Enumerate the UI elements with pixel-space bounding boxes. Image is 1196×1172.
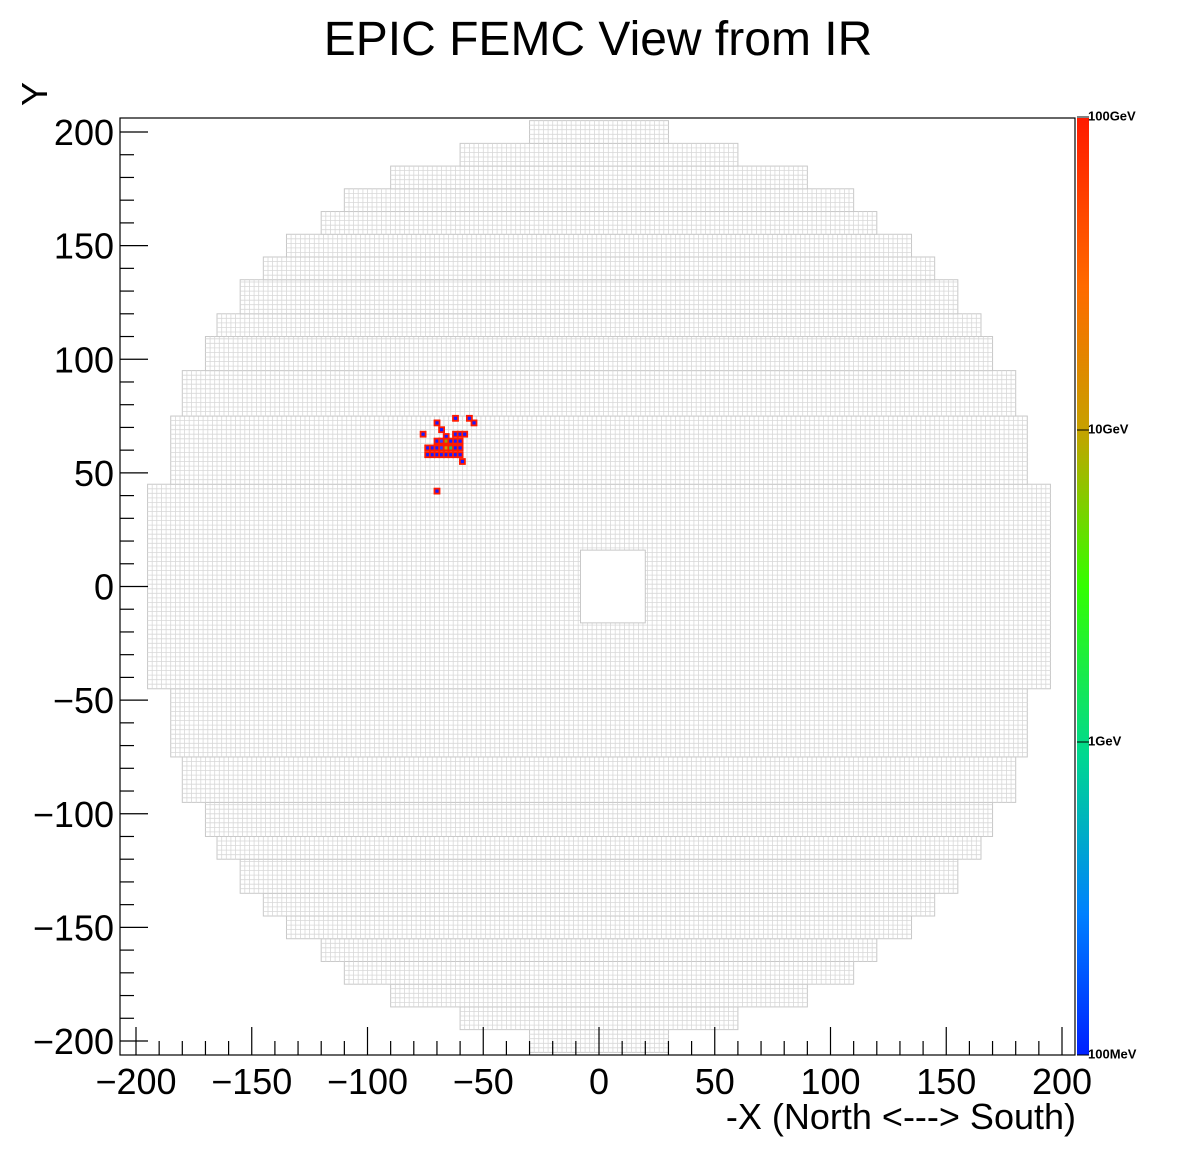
hit-cell [440,428,444,432]
detector-band [390,165,808,190]
beam-hole [579,549,646,624]
hit-cell [444,439,448,443]
hit-cell [435,421,439,425]
hit-cell [458,453,462,457]
hit-cell [472,421,476,425]
hit-cell [426,453,430,457]
x-axis-label: -X (North <---> South) [725,1096,1076,1137]
colorbar-labels: 100GeV 10GeV 1GeV 100MeV [1077,108,1137,1061]
y-tick-label: 200 [54,112,114,153]
y-tick-label: 50 [74,453,114,494]
detector-band [216,835,982,860]
x-tick-label: 0 [589,1061,609,1102]
y-tick-label: 150 [54,226,114,267]
hit-cell [460,459,464,464]
hit-cell [453,446,458,450]
hit-cell [458,446,462,450]
y-tick-label: −50 [53,680,114,721]
hit-cell [435,446,439,450]
x-tick-label: −100 [327,1061,408,1102]
detector-band [239,279,959,315]
y-tick-label: −100 [33,794,114,835]
detector-band [343,960,855,985]
detector-band [170,688,1028,758]
y-tick-label: 100 [54,339,114,380]
hit-cluster [419,414,478,495]
x-tick-label: −50 [453,1061,514,1102]
hit-cell [426,446,430,450]
hit-cell [453,432,458,436]
y-tick-label: −200 [33,1021,114,1062]
hit-cell [444,453,448,457]
detector-band [181,756,1017,803]
hit-cell [435,453,439,457]
colorbar-label: 100GeV [1088,108,1136,123]
detector-band [262,892,936,917]
detector-band [204,336,994,372]
detector-band [239,858,959,894]
detector-band [285,915,913,940]
x-tick-label: 50 [695,1061,735,1102]
hit-cell [453,439,458,443]
y-tick-label: −150 [33,907,114,948]
hit-cell [435,439,439,443]
hit-cell [458,439,462,443]
colorbar [1077,118,1089,1055]
x-tick-label: −200 [95,1061,176,1102]
y-axis: 200 150 100 50 0 −50 −100 −150 −200 [33,112,148,1062]
detector-band [181,370,1017,417]
x-tick-label: −150 [211,1061,292,1102]
detector-band [170,415,1028,485]
hit-cell [440,453,444,457]
hit-cell [444,434,448,439]
x-axis: −200 −150 −100 −50 0 50 100 150 200 [95,1027,1092,1102]
colorbar-label: 1GeV [1088,733,1122,748]
hit-cell [449,446,453,450]
hit-cell [467,416,471,420]
hit-cell [463,432,467,436]
hit-cell [453,416,458,420]
detector-band [204,801,994,837]
x-tick-label: 100 [800,1061,860,1102]
colorbar-label: 100MeV [1088,1046,1137,1061]
hit-cell [458,432,462,436]
hit-cell [449,453,453,457]
hit-cell [435,489,439,493]
hit-cell [449,439,453,443]
detector-band [320,211,878,235]
colorbar-label: 10GeV [1088,421,1129,436]
y-tick-label: 0 [94,567,114,608]
hit-cell [440,439,444,443]
detector-band [390,983,808,1008]
detector-band [216,313,982,338]
detector-band [343,188,855,213]
hit-cell [421,432,425,436]
detector-band [320,938,878,962]
hit-cell [440,446,444,450]
hit-cell [444,446,448,450]
detector-band [459,1006,739,1031]
detector-band [529,120,669,144]
x-tick-label: 150 [916,1061,976,1102]
hit-cell [430,453,434,457]
detector-band [262,256,936,281]
x-tick-label: 200 [1032,1061,1092,1102]
detector-layout [147,120,1051,1053]
hit-cell [453,453,458,457]
y-axis-label: Y [14,81,55,106]
hit-cell [430,446,434,450]
detector-band [285,233,913,258]
detector-band [459,142,739,167]
chart-title: EPIC FEMC View from IR [323,13,873,66]
